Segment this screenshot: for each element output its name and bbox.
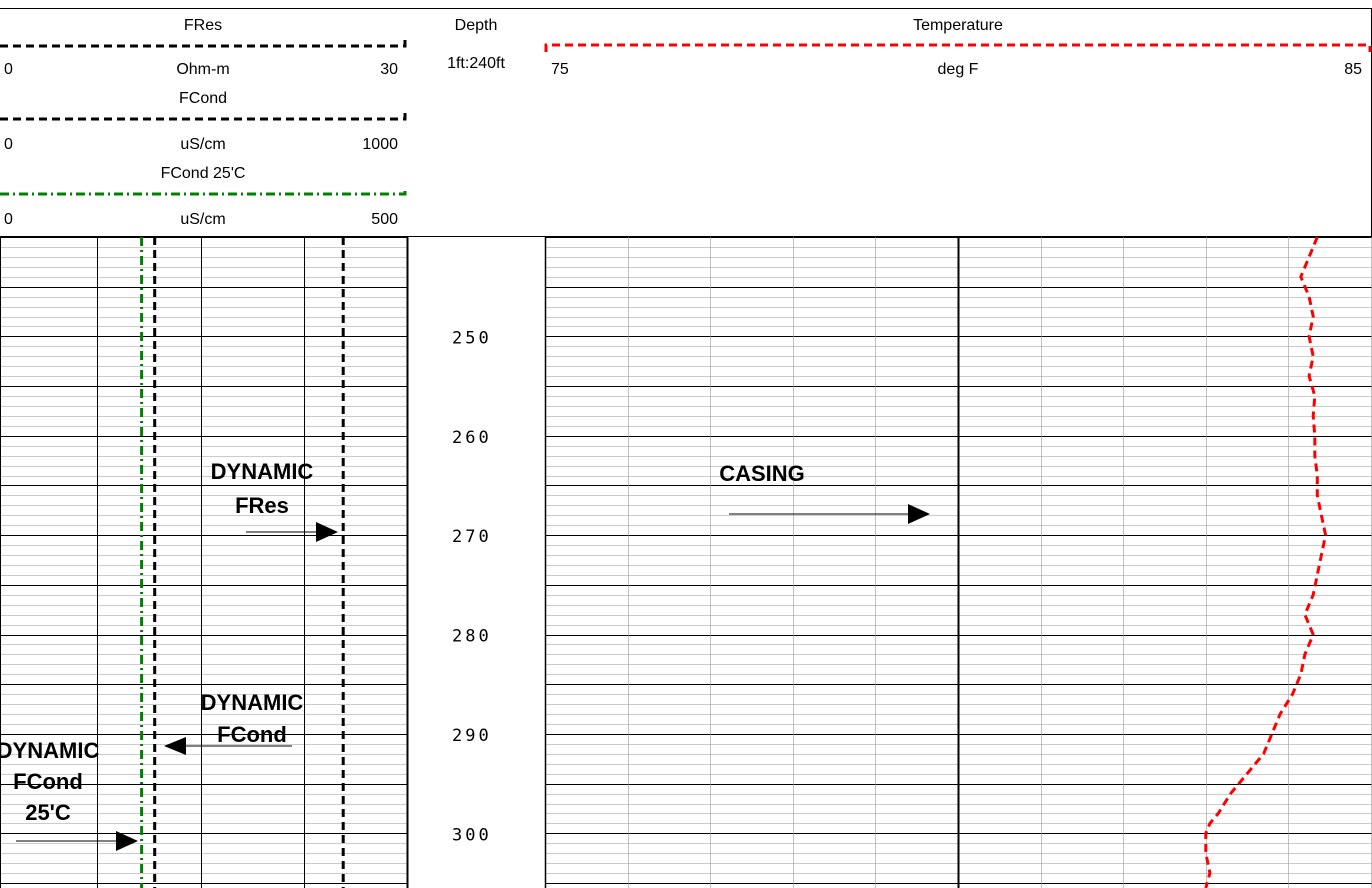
fcond-scale-max: 1000 bbox=[362, 136, 398, 153]
annotation-line: DYNAMIC bbox=[0, 738, 99, 763]
depth-scale: 1ft:240ft bbox=[447, 55, 505, 72]
temperature-legend-line bbox=[544, 43, 1372, 52]
annotation-line: DYNAMIC bbox=[201, 690, 304, 715]
annotation-line: FCond bbox=[217, 722, 287, 747]
temperature-unit: deg F bbox=[938, 61, 979, 78]
temperature-scale-max: 85 bbox=[1344, 61, 1362, 78]
annotation-line: FRes bbox=[235, 493, 289, 518]
arrow-head-icon bbox=[116, 831, 138, 851]
annotation-dynamic-fres: DYNAMIC FRes bbox=[211, 459, 338, 542]
temperature-scale-min: 75 bbox=[551, 61, 569, 78]
fres-scale-max: 30 bbox=[380, 61, 398, 78]
annotation-dynamic-fcond: DYNAMIC FCond bbox=[164, 690, 303, 755]
annotation-dynamic-fcond25: DYNAMIC FCond 25'C bbox=[0, 738, 138, 851]
fres-scale-min: 0 bbox=[4, 61, 13, 78]
fcond25-legend-line bbox=[0, 187, 407, 196]
arrow-head-icon bbox=[316, 522, 338, 542]
log-grid bbox=[0, 237, 1372, 888]
annotation-line: DYNAMIC bbox=[211, 459, 314, 484]
fcond-scale-min: 0 bbox=[4, 136, 13, 153]
depth-label: 250 bbox=[452, 328, 492, 348]
fcond-legend-line bbox=[0, 112, 407, 121]
header-frame bbox=[0, 8, 1372, 237]
annotation-casing: CASING bbox=[719, 461, 930, 524]
depth-labels: 250 260 270 280 290 300 bbox=[452, 328, 492, 845]
annotation-line: FCond bbox=[13, 769, 83, 794]
fres-title: FRes bbox=[184, 17, 222, 34]
depth-label: 280 bbox=[452, 627, 492, 647]
depth-title: Depth bbox=[455, 17, 498, 34]
depth-label: 260 bbox=[452, 428, 492, 448]
temperature-curve bbox=[1204, 236, 1328, 888]
arrow-head-icon bbox=[164, 737, 186, 755]
fcond25-scale-min: 0 bbox=[4, 211, 13, 228]
annotation-line: CASING bbox=[719, 461, 805, 486]
depth-label: 290 bbox=[452, 726, 492, 746]
fcond25-scale-max: 500 bbox=[371, 211, 398, 228]
fcond25-unit: uS/cm bbox=[180, 211, 225, 228]
fres-unit: Ohm-m bbox=[176, 61, 229, 78]
temperature-title: Temperature bbox=[913, 17, 1003, 34]
fcond-title: FCond bbox=[179, 90, 227, 107]
fcond25-title: FCond 25'C bbox=[161, 165, 246, 182]
depth-label: 300 bbox=[452, 825, 492, 845]
depth-label: 270 bbox=[452, 527, 492, 547]
annotation-line: 25'C bbox=[25, 800, 71, 825]
arrow-head-icon bbox=[908, 504, 930, 524]
fres-legend-line bbox=[0, 39, 407, 48]
fcond-unit: uS/cm bbox=[180, 136, 225, 153]
